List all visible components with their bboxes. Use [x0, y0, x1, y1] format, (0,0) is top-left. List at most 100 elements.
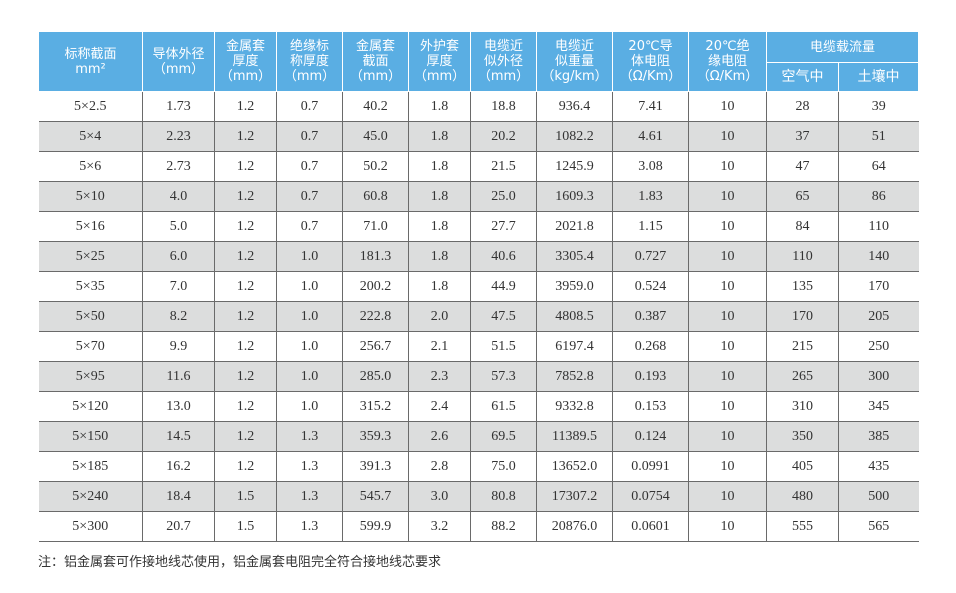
table-cell: 2.6: [408, 421, 471, 452]
table-cell: 110: [837, 211, 919, 242]
table-row: 5×150 14.5 1.2 1.3 359.3 2.6 69.5 11389.5 0.124 1…: [38, 421, 919, 452]
table-cell: 7852.8: [536, 361, 613, 392]
table-cell: 5×50: [38, 301, 143, 332]
table-cell: 0.7: [276, 91, 343, 122]
table-cell: 200.2: [342, 271, 409, 302]
table-cell: 170: [766, 301, 839, 332]
table-cell: 250: [837, 331, 919, 362]
table-cell: 51.5: [470, 331, 537, 362]
table-cell: 10: [688, 421, 767, 452]
table-cell: 4.0: [142, 181, 215, 212]
table-cell: 345: [837, 391, 919, 422]
table-cell: 11.6: [142, 361, 215, 392]
table-cell: 1.2: [214, 301, 277, 332]
table-cell: 480: [766, 481, 839, 512]
table-cell: 60.8: [342, 181, 409, 212]
header-sheath-section: 金属套 截面 （mm）: [342, 31, 409, 92]
header-cable-diameter: 电缆近 似外径 （mm）: [470, 31, 537, 92]
table-cell: 10: [688, 121, 767, 152]
table-cell: 5×185: [38, 451, 143, 482]
table-cell: 1082.2: [536, 121, 613, 152]
table-cell: 5×120: [38, 391, 143, 422]
table-cell: 5×300: [38, 511, 143, 542]
table-cell: 11389.5: [536, 421, 613, 452]
table-cell: 6197.4: [536, 331, 613, 362]
table-cell: 86: [837, 181, 919, 212]
table-cell: 69.5: [470, 421, 537, 452]
table-cell: 5.0: [142, 211, 215, 242]
table-cell: 1609.3: [536, 181, 613, 212]
table-cell: 1.3: [276, 421, 343, 452]
table-body: 5×2.5 1.73 1.2 0.7 40.2 1.8 18.8 936.4 7.41 10 28 3…: [38, 91, 919, 542]
header-cable-weight: 电缆近 似重量 （kg/km）: [536, 31, 613, 92]
table-cell: 0.524: [612, 271, 689, 302]
table-cell: 45.0: [342, 121, 409, 152]
table-cell: 1.2: [214, 181, 277, 212]
table-cell: 0.7: [276, 151, 343, 182]
table-cell: 88.2: [470, 511, 537, 542]
table-cell: 10: [688, 211, 767, 242]
table-cell: 565: [837, 511, 919, 542]
table-cell: 0.124: [612, 421, 689, 452]
table-cell: 391.3: [342, 451, 409, 482]
table-cell: 1.2: [214, 151, 277, 182]
table-cell: 20.2: [470, 121, 537, 152]
table-cell: 140: [837, 241, 919, 272]
table-cell: 1.2: [214, 421, 277, 452]
table-cell: 47.5: [470, 301, 537, 332]
table-cell: 1.0: [276, 241, 343, 272]
table-cell: 936.4: [536, 91, 613, 122]
header-current-capacity: 电缆载流量: [765, 31, 920, 63]
header-conductor-resistance: 20℃导 体电阻 （Ω/Km）: [612, 31, 689, 92]
table-cell: 1.8: [408, 271, 471, 302]
table-cell: 1.2: [214, 121, 277, 152]
table-cell: 4.61: [612, 121, 689, 152]
table-cell: 3959.0: [536, 271, 613, 302]
table-cell: 1.2: [214, 241, 277, 272]
table-cell: 0.7: [276, 181, 343, 212]
table-cell: 40.2: [342, 91, 409, 122]
table-cell: 3.08: [612, 151, 689, 182]
table-cell: 27.7: [470, 211, 537, 242]
table-cell: 310: [766, 391, 839, 422]
table-cell: 3305.4: [536, 241, 613, 272]
table-cell: 256.7: [342, 331, 409, 362]
table-cell: 110: [766, 241, 839, 272]
table-row: 5×70 9.9 1.2 1.0 256.7 2.1 51.5 6197.4 0.268 10 21…: [38, 331, 919, 362]
header-outer-sheath-thickness: 外护套 厚度 （mm）: [408, 31, 471, 92]
table-cell: 10: [688, 91, 767, 122]
table-row: 5×16 5.0 1.2 0.7 71.0 1.8 27.7 2021.8 1.15 10 84 11…: [38, 211, 919, 242]
table-cell: 0.193: [612, 361, 689, 392]
table-cell: 47: [766, 151, 839, 182]
table-cell: 5×6: [38, 151, 143, 182]
table-cell: 14.5: [142, 421, 215, 452]
table-cell: 1.3: [276, 451, 343, 482]
table-cell: 0.0754: [612, 481, 689, 512]
table-cell: 1245.9: [536, 151, 613, 182]
table-cell: 61.5: [470, 391, 537, 422]
table-cell: 1.3: [276, 511, 343, 542]
table-cell: 2.73: [142, 151, 215, 182]
table-cell: 9332.8: [536, 391, 613, 422]
table-cell: 359.3: [342, 421, 409, 452]
table-header: 标称截面 mm² 导体外径 （mm） 金属套 厚度 （mm） 绝缘标 称厚度 （…: [38, 31, 920, 92]
table-row: 5×35 7.0 1.2 1.0 200.2 1.8 44.9 3959.0 0.524 10 13…: [38, 271, 919, 302]
table-cell: 405: [766, 451, 839, 482]
table-cell: 3.2: [408, 511, 471, 542]
table-cell: 2021.8: [536, 211, 613, 242]
table-cell: 10: [688, 331, 767, 362]
table-cell: 5×10: [38, 181, 143, 212]
table-cell: 215: [766, 331, 839, 362]
table-cell: 5×2.5: [38, 91, 143, 122]
cable-spec-table-container: 标称截面 mm² 导体外径 （mm） 金属套 厚度 （mm） 绝缘标 称厚度 （…: [38, 31, 920, 542]
table-cell: 10: [688, 481, 767, 512]
table-cell: 0.0991: [612, 451, 689, 482]
table-cell: 64: [837, 151, 919, 182]
table-row: 5×95 11.6 1.2 1.0 285.0 2.3 57.3 7852.8 0.193 10 2…: [38, 361, 919, 392]
table-cell: 1.15: [612, 211, 689, 242]
table-cell: 13.0: [142, 391, 215, 422]
table-cell: 84: [766, 211, 839, 242]
table-cell: 0.268: [612, 331, 689, 362]
table-row: 5×50 8.2 1.2 1.0 222.8 2.0 47.5 4808.5 0.387 10 17…: [38, 301, 919, 332]
header-in-soil: 土壤中: [837, 62, 920, 92]
